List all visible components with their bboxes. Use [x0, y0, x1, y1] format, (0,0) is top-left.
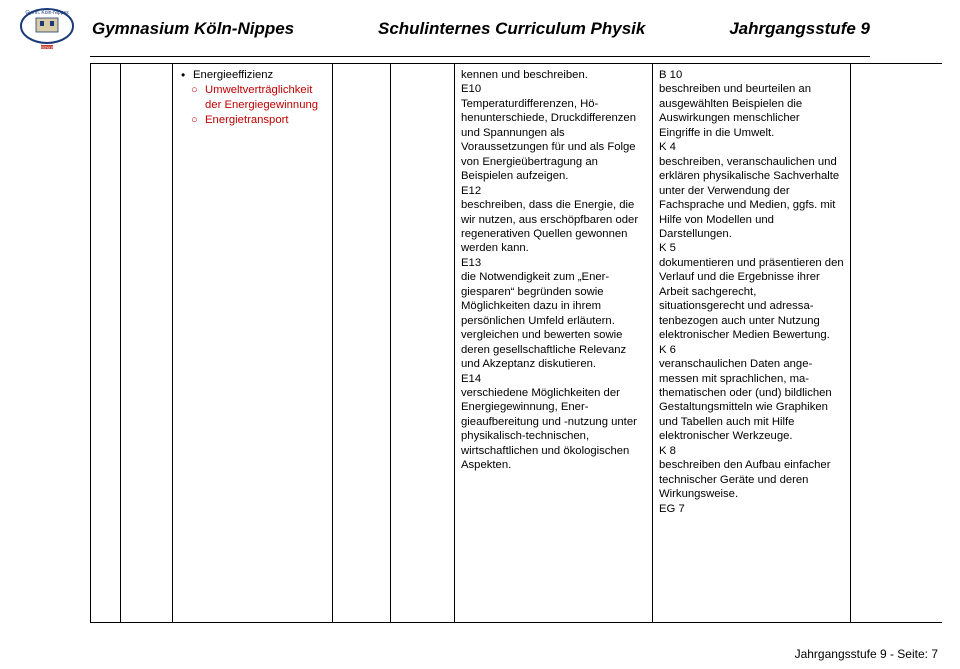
code-b10: B 10	[659, 68, 844, 82]
text-e10: Temperaturdifferenzen, Hö­henunterschied…	[461, 97, 646, 184]
curriculum-table: Energieeffizienz Umweltverträglichkeit d…	[90, 63, 942, 623]
konzept-intro: kennen und beschreiben.	[461, 68, 646, 82]
code-k8: K 8	[659, 444, 844, 458]
page-footer: Jahrgangsstufe 9 - Seite: 7	[795, 647, 938, 661]
text-k6: veranschaulichen Daten ange­messen mit s…	[659, 357, 844, 444]
col-empty-4	[391, 64, 455, 622]
code-e12: E12	[461, 184, 646, 198]
col-themen: Energieeffizienz Umweltverträglichkeit d…	[173, 64, 333, 622]
text-k5: dokumentieren und präsentie­ren den Verl…	[659, 256, 844, 343]
text-e14: verschiedene Möglichkeiten der Energiege…	[461, 386, 646, 473]
code-e10: E10	[461, 82, 646, 96]
col-konzeptbezogen: kennen und beschreiben. E10 Temperaturdi…	[455, 64, 653, 622]
text-k4: beschreiben, veranschaulichen und erklär…	[659, 155, 844, 242]
code-k6: K 6	[659, 343, 844, 357]
grade-level: Jahrgangsstufe 9	[729, 19, 870, 39]
theme-item: Energieeffizienz	[179, 68, 326, 82]
theme-sub-item: Energietransport	[179, 113, 326, 127]
text-k8: beschreiben den Aufbau einfa­cher techni…	[659, 458, 844, 501]
page-header: Gymn. Köln-Nippes Blücherstr. Gymnasium …	[0, 0, 960, 56]
svg-text:Blücherstr.: Blücherstr.	[39, 46, 56, 50]
text-e13: die Notwendigkeit zum „Ener­giesparen“ b…	[461, 270, 646, 371]
school-name: Gymnasium Köln-Nippes	[92, 19, 294, 39]
code-k5: K 5	[659, 241, 844, 255]
col-empty-2	[121, 64, 173, 622]
svg-text:Gymn. Köln-Nippes: Gymn. Köln-Nippes	[25, 10, 69, 16]
doc-title: Schulinternes Curriculum Physik	[378, 19, 645, 39]
theme-sub-item: Umweltverträglichkeit der Energiegewin­n…	[179, 83, 326, 112]
code-e13: E13	[461, 256, 646, 270]
text-b10: beschreiben und beurteilen an ausgewählt…	[659, 82, 844, 140]
col-empty-1	[91, 64, 121, 622]
text-e12: beschreiben, dass die Ener­gie, die wir …	[461, 198, 646, 256]
code-eg7: EG 7	[659, 502, 844, 516]
header-divider	[90, 56, 870, 57]
code-e14: E14	[461, 372, 646, 386]
col-kompetenzen: B 10 beschreiben und beurteilen an ausge…	[653, 64, 851, 622]
col-empty-3	[333, 64, 391, 622]
school-logo-icon: Gymn. Köln-Nippes Blücherstr.	[18, 6, 76, 52]
code-k4: K 4	[659, 140, 844, 154]
